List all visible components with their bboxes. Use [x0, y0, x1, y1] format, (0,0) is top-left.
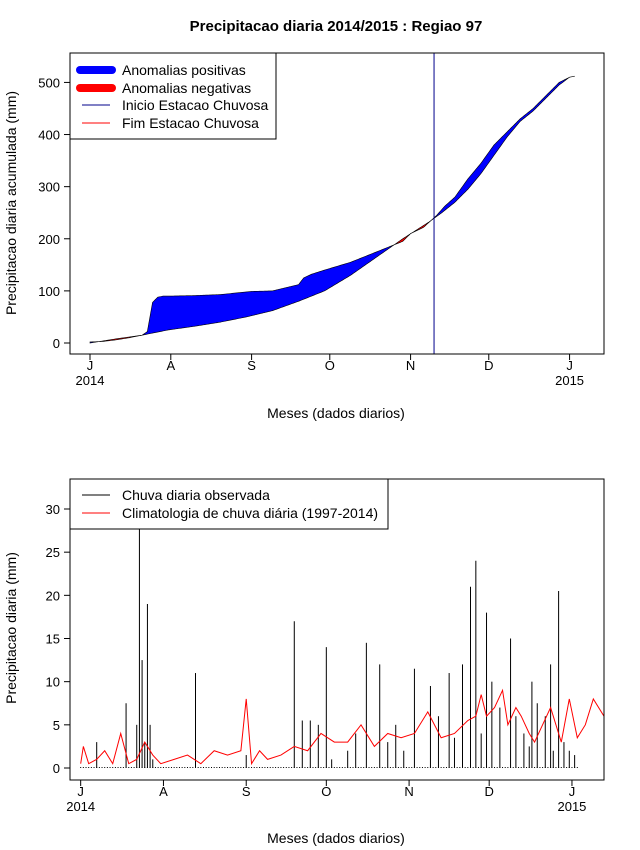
bottom-plot-area	[80, 526, 604, 768]
top-y-axis-label: Precipitacao diaria acumulada (mm)	[3, 91, 19, 315]
top-plot-area	[89, 53, 575, 354]
bottom-legend: Chuva diaria observada Climatologia de c…	[69, 478, 389, 530]
bottom-x-tick-label-5: D	[484, 784, 493, 799]
bottom-year-label-0: 2014	[66, 799, 95, 814]
bottom-x-tick-label-4: N	[404, 784, 413, 799]
negative-anomaly-area-1	[97, 335, 142, 343]
bottom-x-tick-label-3: O	[321, 784, 331, 799]
top-chart-title: Precipitacao diaria 2014/2015 : Regiao 9…	[190, 18, 483, 35]
positive-anomaly-area-6	[429, 75, 575, 222]
negative-anomaly-area-3	[393, 234, 410, 246]
top-x-tick-label-5: D	[484, 358, 493, 373]
top-plot-frame	[69, 52, 605, 355]
top-y-tick-label-3: 300	[38, 180, 60, 195]
top-x-tick-label-2: S	[247, 358, 256, 373]
bottom-x-tick-label-1: A	[159, 784, 168, 799]
legend-label-climatology: Climatologia de chuva diária (1997-2014)	[122, 505, 378, 521]
top-year-label-1: 2015	[555, 373, 584, 388]
legend-label-negative: Anomalias negativas	[122, 80, 251, 96]
bottom-x-tick-label-6: J	[569, 784, 576, 799]
legend-label-season-end: Fim Estacao Chuvosa	[122, 115, 259, 131]
top-x-tick-label-0: J	[87, 358, 94, 373]
positive-anomaly-area-4	[408, 232, 413, 236]
bottom-y-tick-label-1: 5	[53, 718, 60, 733]
top-x-tick-label-6: J	[566, 358, 573, 373]
bottom-y-tick-label-5: 25	[46, 545, 60, 560]
positive-anomaly-area-0	[89, 341, 99, 344]
bottom-y-tick-label-6: 30	[46, 502, 60, 517]
bottom-y-tick-label-0: 0	[53, 761, 60, 776]
top-legend: Anomalias positivas Anomalias negativas …	[69, 52, 277, 140]
top-x-axis-label: Meses (dados diarios)	[267, 405, 405, 421]
legend-label-positive: Anomalias positivas	[122, 62, 246, 78]
bottom-x-tick-label-2: S	[242, 784, 251, 799]
top-y-axis: 0 100 200 300 400 500	[38, 75, 70, 351]
legend-label-season-start: Inicio Estacao Chuvosa	[122, 97, 269, 113]
top-year-label-0: 2014	[76, 373, 105, 388]
bottom-legend-box	[69, 478, 389, 530]
top-y-tick-label-5: 500	[38, 75, 60, 90]
positive-anomaly-area-2	[140, 244, 394, 336]
bottom-x-tick-label-0: J	[77, 784, 84, 799]
bottom-y-axis-label: Precipitacao diaria (mm)	[3, 552, 19, 704]
bottom-y-tick-label-3: 15	[46, 632, 60, 647]
bottom-y-tick-label-2: 10	[46, 675, 60, 690]
top-x-tick-label-1: A	[166, 358, 175, 373]
bottom-x-axis-label: Meses (dados diarios)	[267, 830, 405, 846]
top-y-tick-label-0: 0	[53, 336, 60, 351]
bottom-year-label-1: 2015	[557, 799, 586, 814]
climatology-line	[80, 688, 604, 766]
top-x-tick-label-4: N	[406, 358, 415, 373]
legend-label-observed: Chuva diaria observada	[122, 487, 270, 503]
top-y-tick-label-1: 100	[38, 284, 60, 299]
top-y-tick-label-2: 200	[38, 232, 60, 247]
bottom-y-tick-label-4: 20	[46, 588, 60, 603]
top-x-tick-label-3: O	[325, 358, 335, 373]
negative-anomaly-area-5	[411, 220, 431, 234]
bottom-y-axis: 0 5 10 15 20 25 30	[46, 502, 70, 776]
top-y-tick-label-4: 400	[38, 128, 60, 143]
